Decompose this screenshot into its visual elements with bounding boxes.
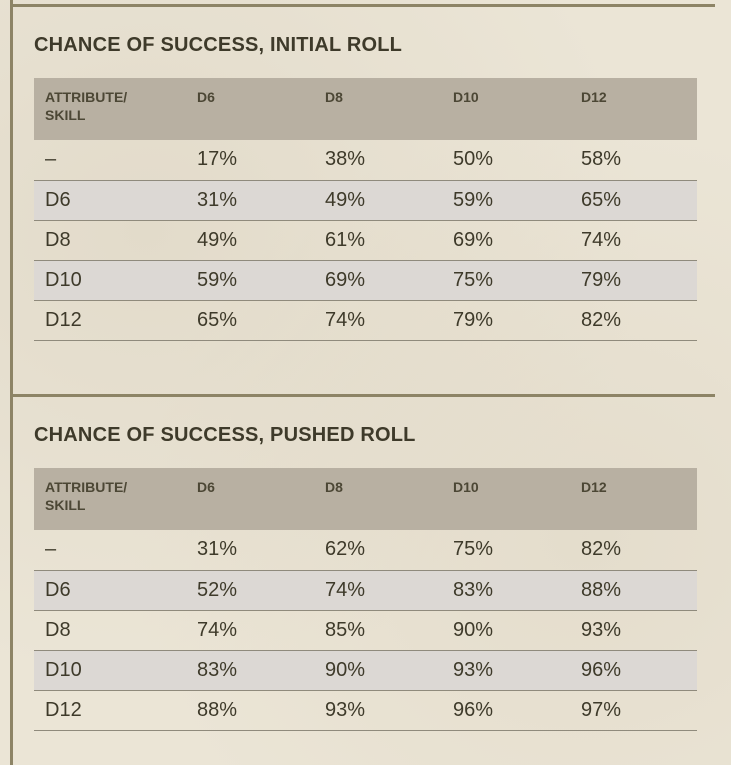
table-cell: 69% (442, 220, 570, 261)
table-cell: 65% (186, 300, 314, 341)
header-attribute-skill: ATTRIBUTE/ SKILL (34, 468, 186, 530)
header-attribute-line: ATTRIBUTE/ (45, 479, 128, 495)
row-label: – (34, 140, 186, 181)
table-cell: 88% (570, 570, 697, 611)
table-cell: 90% (442, 610, 570, 651)
header-d12: D12 (570, 468, 697, 530)
table-cell: 93% (314, 690, 442, 731)
row-label: D12 (34, 300, 186, 341)
table-cell: 75% (442, 260, 570, 301)
header-d8: D8 (314, 468, 442, 530)
table-row: – 31% 62% 75% 82% (34, 530, 697, 571)
table-row: D6 31% 49% 59% 65% (34, 180, 697, 221)
table-cell: 90% (314, 650, 442, 691)
header-d12: D12 (570, 78, 697, 140)
left-border-rule (10, 0, 13, 765)
header-d10: D10 (442, 78, 570, 140)
header-attribute-skill: ATTRIBUTE/ SKILL (34, 78, 186, 140)
header-attribute-line: ATTRIBUTE/ (45, 89, 128, 105)
table-cell: 65% (570, 180, 697, 221)
table-cell: 59% (442, 180, 570, 221)
table-cell: 49% (186, 220, 314, 261)
table-cell: 82% (570, 530, 697, 571)
table-cell: 58% (570, 140, 697, 181)
table-cell: 79% (442, 300, 570, 341)
table-cell: 50% (442, 140, 570, 181)
table-cell: 97% (570, 690, 697, 731)
table-cell: 74% (570, 220, 697, 261)
section-divider (10, 394, 715, 397)
pushed-roll-section: CHANCE OF SUCCESS, PUSHED ROLL ATTRIBUTE… (34, 418, 697, 731)
table-cell: 31% (186, 530, 314, 571)
table-cell: 96% (442, 690, 570, 731)
table-row: D12 88% 93% 96% 97% (34, 690, 697, 731)
table-cell: 62% (314, 530, 442, 571)
header-d6: D6 (186, 78, 314, 140)
header-skill-line: SKILL (45, 107, 86, 123)
table-row: D10 59% 69% 75% 79% (34, 260, 697, 301)
table-row: D8 49% 61% 69% 74% (34, 220, 697, 261)
table-row: D8 74% 85% 90% 93% (34, 610, 697, 651)
table-cell: 79% (570, 260, 697, 301)
table-cell: 83% (442, 570, 570, 611)
row-label: – (34, 530, 186, 571)
table-cell: 93% (442, 650, 570, 691)
table-cell: 85% (314, 610, 442, 651)
table-cell: 74% (186, 610, 314, 651)
table-row: D6 52% 74% 83% 88% (34, 570, 697, 611)
table-row: D12 65% 74% 79% 82% (34, 300, 697, 341)
row-label: D12 (34, 690, 186, 731)
table-cell: 69% (314, 260, 442, 301)
pushed-roll-table: ATTRIBUTE/ SKILL D6 D8 D10 D12 – 31% 62%… (34, 468, 697, 731)
table-cell: 38% (314, 140, 442, 181)
row-label: D10 (34, 650, 186, 691)
section-title: CHANCE OF SUCCESS, PUSHED ROLL (34, 424, 416, 446)
table-cell: 88% (186, 690, 314, 731)
initial-roll-table: ATTRIBUTE/ SKILL D6 D8 D10 D12 – 17% 38%… (34, 78, 697, 341)
row-label: D10 (34, 260, 186, 301)
row-label: D6 (34, 570, 186, 611)
table-row: – 17% 38% 50% 58% (34, 140, 697, 181)
table-cell: 96% (570, 650, 697, 691)
header-d8: D8 (314, 78, 442, 140)
top-divider (10, 4, 715, 7)
table-cell: 52% (186, 570, 314, 611)
table-cell: 82% (570, 300, 697, 341)
table-cell: 83% (186, 650, 314, 691)
header-d6: D6 (186, 468, 314, 530)
table-cell: 93% (570, 610, 697, 651)
table-cell: 17% (186, 140, 314, 181)
table-cell: 61% (314, 220, 442, 261)
table-row: D10 83% 90% 93% 96% (34, 650, 697, 691)
table-cell: 31% (186, 180, 314, 221)
table-cell: 59% (186, 260, 314, 301)
section-title: CHANCE OF SUCCESS, INITIAL ROLL (34, 34, 403, 56)
row-label: D8 (34, 610, 186, 651)
table-cell: 74% (314, 570, 442, 611)
initial-roll-section: CHANCE OF SUCCESS, INITIAL ROLL ATTRIBUT… (34, 28, 697, 341)
table-cell: 74% (314, 300, 442, 341)
header-skill-line: SKILL (45, 497, 86, 513)
table-header-row: ATTRIBUTE/ SKILL D6 D8 D10 D12 (34, 468, 697, 530)
row-label: D6 (34, 180, 186, 221)
table-cell: 75% (442, 530, 570, 571)
table-header-row: ATTRIBUTE/ SKILL D6 D8 D10 D12 (34, 78, 697, 140)
row-label: D8 (34, 220, 186, 261)
table-cell: 49% (314, 180, 442, 221)
header-d10: D10 (442, 468, 570, 530)
